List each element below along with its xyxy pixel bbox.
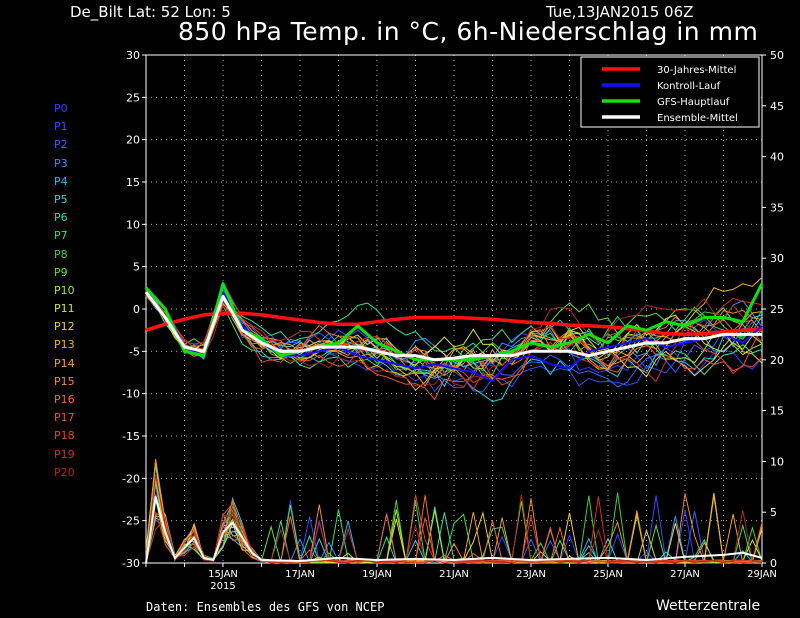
member-temp-line [145,289,763,387]
legend: 30-Jahres-Mittel Kontroll-Lauf GFS-Hauptla… [580,56,760,128]
right-axis-label: 50 [770,49,784,62]
right-axis-label: 0 [770,557,777,570]
x-axis-year-label: 2015 [210,581,235,592]
member-label-p8: P8 [54,247,68,261]
left-axis-label: -10 [122,388,140,401]
left-axis-label: -25 [122,515,140,528]
x-axis-label: 21JAN [439,569,469,580]
legend-label: Ensemble-Mittel [657,113,738,124]
member-label-p9: P9 [54,265,68,279]
left-axis-label: 0 [133,303,140,316]
right-axis-label: 20 [770,354,784,367]
member-label-p20: P20 [54,465,75,479]
left-axis-label: -20 [122,472,140,485]
chart-title: 850 hPa Temp. in °C, 6h-Niederschlag in … [178,17,759,46]
precip-series-ensemble-mittel [145,496,763,564]
brand-label: Wetterzentrale [656,598,761,614]
member-label-p2: P2 [54,138,68,152]
member-label-p18: P18 [54,429,75,443]
right-axis-label: 40 [770,151,784,164]
member-temp-line [145,295,763,372]
member-label-p19: P19 [54,447,75,461]
member-temp-line [145,281,763,391]
member-label-p13: P13 [54,338,75,352]
member-precip-line [145,494,763,564]
member-label-p7: P7 [54,229,68,243]
x-axis-label: 25JAN [593,569,623,580]
member-temp-line [145,294,763,401]
left-axis-label: -15 [122,430,140,443]
member-label-p1: P1 [54,120,68,134]
member-label-p16: P16 [54,393,75,406]
member-temp-line [145,292,763,378]
right-axis-label: 35 [770,201,784,214]
left-axis-label: -5 [129,345,140,358]
right-axis-label: 25 [770,303,784,316]
x-axis-label: 23JAN [516,569,546,580]
right-axis-label: 5 [770,506,777,519]
member-label-p14: P14 [54,356,75,370]
series-ensemble-mittel [144,291,762,362]
left-axis-label: 5 [133,261,140,274]
station-label: De_Bilt Lat: 52 Lon: 5 [70,3,231,21]
right-axis-label: 10 [770,455,784,468]
left-axis-label: 30 [126,49,140,62]
legend-label: GFS-Hauptlauf [657,97,730,108]
data-source-label: Daten: Ensembles des GFS von NCEP [146,600,385,614]
left-axis-label: -30 [122,557,140,570]
member-label-p0: P0 [54,102,68,115]
member-temp-line [145,291,763,373]
member-label-p10: P10 [54,283,75,297]
member-precip-line [145,476,763,564]
left-axis-label: 25 [126,91,140,104]
legend-label: Kontroll-Lauf [657,81,721,92]
member-precip-line [145,494,763,564]
x-axis-label: 29JAN [747,569,777,580]
x-axis-label: 17JAN [285,569,315,580]
member-list: P0 P1 P2 P3 P4 P5 P6 P7 P8 P9 P10 P11 P12 P13 P14 P15 P1… [54,100,75,482]
member-label-p12: P12 [54,320,75,334]
member-label-p4: P4 [54,174,68,188]
plot-frame [145,54,763,564]
run-datetime: Tue,13JAN2015 06Z [546,3,694,21]
right-axis-label: 45 [770,100,784,113]
member-label-p6: P6 [54,211,68,225]
legend-label: 30-Jahres-Mittel [657,65,736,76]
x-axis-label: 19JAN [362,569,392,580]
member-label-p3: P3 [54,156,68,170]
left-axis-label: 10 [126,218,140,231]
x-axis-label: 15JAN [208,569,238,580]
right-axis-label: 15 [770,405,784,418]
x-axis-label: 27JAN [670,569,700,580]
member-label-p11: P11 [54,302,75,316]
left-axis-label: 20 [126,134,140,147]
member-label-p15: P15 [54,374,75,388]
member-label-p5: P5 [54,192,68,206]
left-axis-label: 15 [126,176,140,189]
right-axis-label: 30 [770,252,784,265]
member-label-p17: P17 [54,411,75,425]
series-30-jahres-mittel [145,311,763,337]
